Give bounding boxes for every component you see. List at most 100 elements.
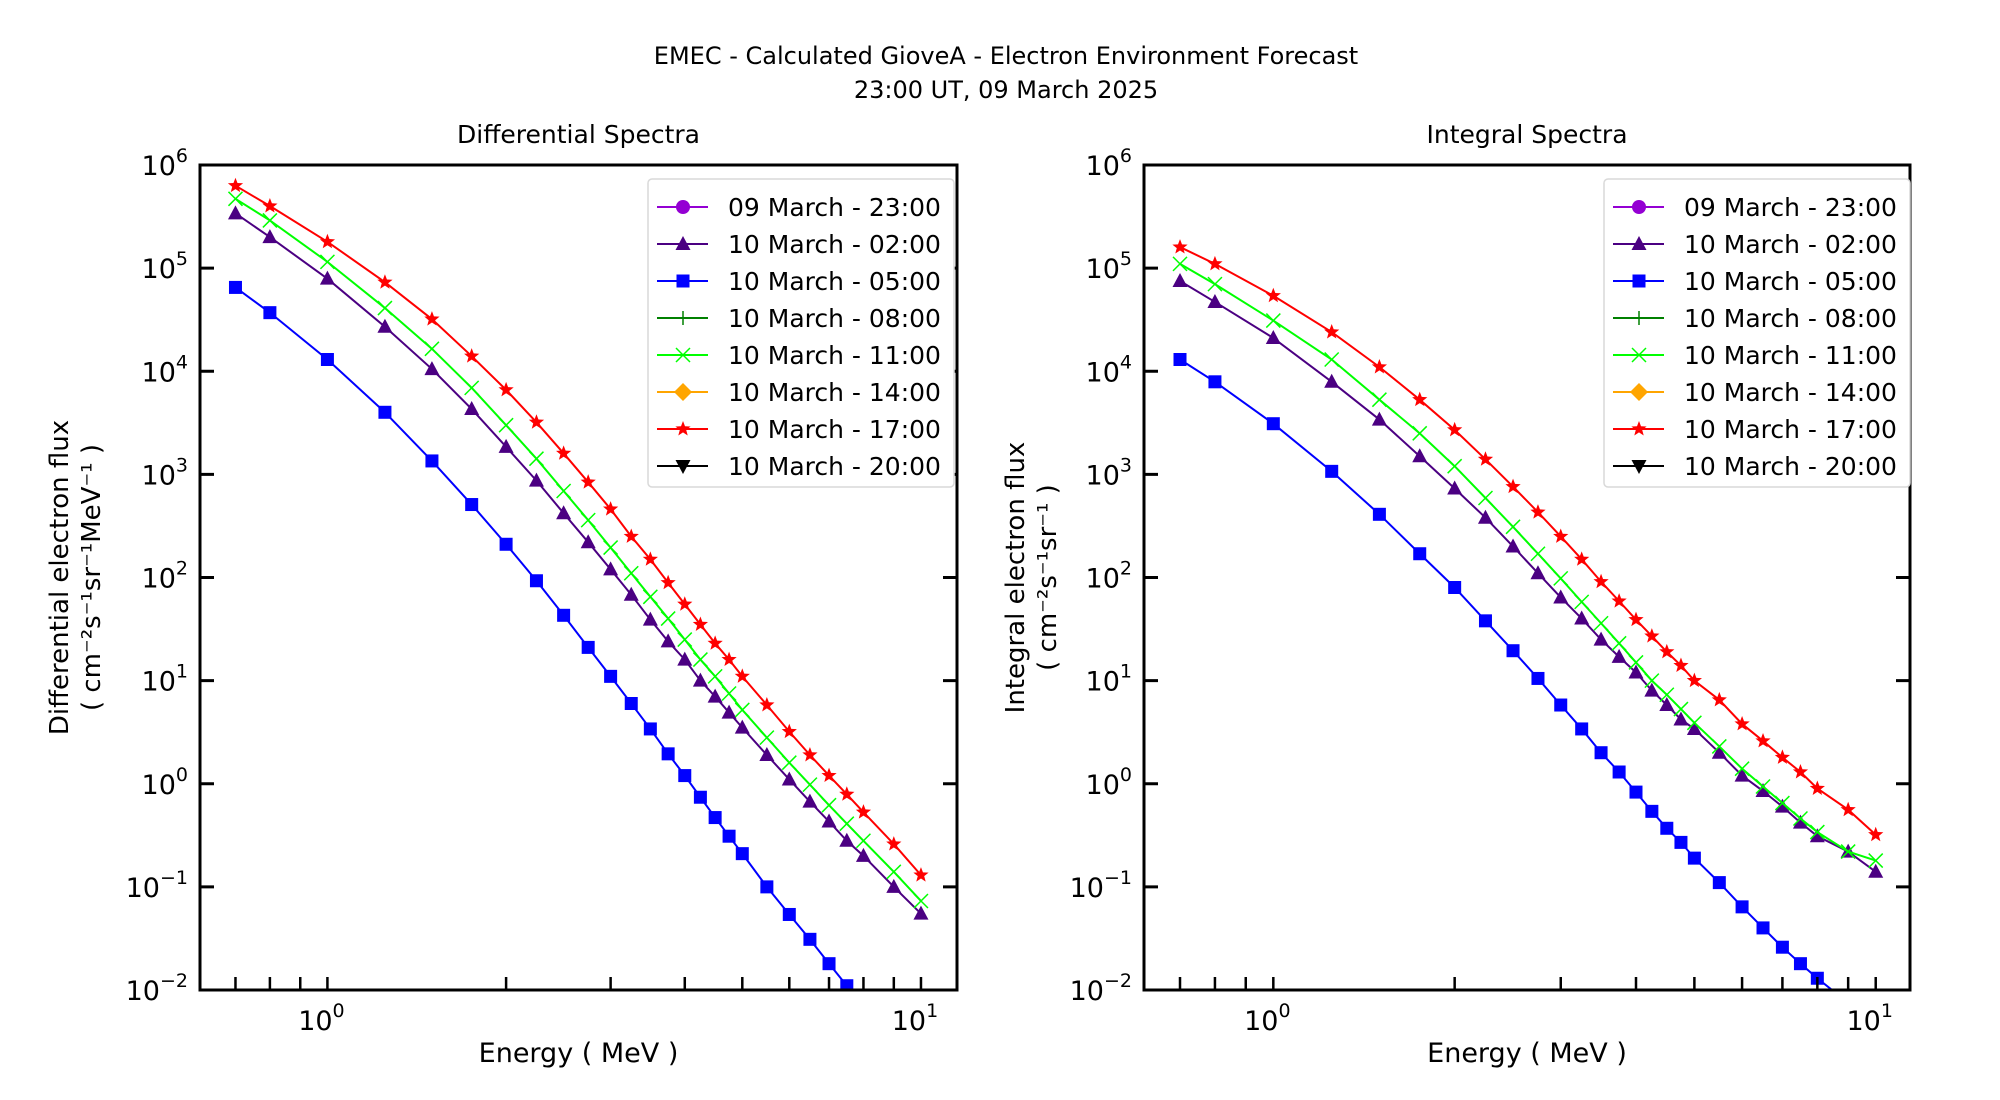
legend-label: 10 March - 11:00	[728, 341, 941, 370]
legend-item: 10 March - 14:00	[1613, 378, 1897, 407]
data-point	[1809, 780, 1825, 795]
data-point	[1809, 828, 1825, 843]
data-point	[1868, 853, 1884, 869]
data-point	[1265, 313, 1281, 329]
data-point	[604, 669, 618, 683]
data-point	[1324, 351, 1340, 368]
data-point	[528, 472, 544, 487]
data-point	[1371, 358, 1387, 374]
data-point	[734, 702, 750, 718]
data-point	[721, 651, 737, 667]
data-point	[623, 565, 639, 581]
data-point	[1208, 375, 1222, 389]
legend-item: 10 March - 11:00	[657, 341, 941, 370]
data-point	[1447, 458, 1463, 474]
data-point	[580, 512, 596, 528]
data-point	[1324, 373, 1340, 388]
data-point	[1265, 287, 1281, 303]
data-point	[759, 697, 775, 712]
y-axis-label: Integral electron flux	[1001, 442, 1031, 714]
star-marker-icon	[675, 421, 691, 436]
data-point	[1756, 921, 1770, 935]
data-point	[1574, 551, 1590, 566]
data-point	[556, 445, 572, 460]
data-point	[377, 300, 393, 316]
y-tick-label: 103	[1086, 454, 1132, 491]
legend-item: 10 March - 08:00	[657, 304, 941, 333]
data-point	[498, 438, 514, 453]
legend-item: 10 March - 17:00	[1613, 415, 1897, 444]
data-point	[1687, 851, 1701, 865]
data-point	[1840, 844, 1856, 860]
data-point	[1594, 746, 1608, 760]
y-tick-label: 100	[1086, 764, 1132, 801]
data-point	[678, 769, 692, 783]
data-point	[1447, 480, 1463, 495]
data-point	[660, 633, 676, 648]
data-point	[1574, 594, 1590, 610]
data-point	[821, 797, 837, 813]
data-point	[1413, 547, 1427, 561]
data-point	[840, 979, 854, 990]
data-point	[1593, 631, 1609, 646]
data-point	[1412, 448, 1428, 463]
data-point	[781, 723, 797, 739]
y-tick-label: 10−1	[126, 867, 188, 904]
data-point	[839, 832, 855, 847]
x-tick-label: 100	[1244, 1000, 1290, 1037]
legend-label: 10 March - 17:00	[728, 415, 941, 444]
data-point	[886, 864, 902, 880]
data-point	[499, 537, 513, 551]
data-point	[721, 704, 737, 719]
data-point	[1574, 610, 1590, 625]
data-point	[228, 280, 242, 294]
data-point	[1712, 876, 1726, 890]
data-point	[464, 401, 480, 416]
data-point	[1840, 801, 1856, 817]
diamond-marker-icon	[674, 383, 692, 401]
legend-label: 10 March - 14:00	[728, 378, 941, 407]
data-point	[821, 813, 837, 828]
data-point	[262, 212, 278, 228]
data-point	[1593, 615, 1609, 631]
data-point	[1593, 573, 1609, 589]
legend-label: 10 March - 11:00	[1684, 341, 1897, 370]
square-marker-icon	[1632, 274, 1646, 288]
data-point	[377, 274, 393, 289]
data-point	[735, 847, 749, 861]
y-tick-label: 101	[142, 661, 188, 698]
circle-marker-icon	[676, 200, 690, 214]
legend-item: 10 March - 17:00	[657, 415, 941, 444]
data-point	[498, 381, 514, 397]
data-point	[1673, 701, 1689, 717]
figure-title: EMEC - Calculated GioveA - Electron Envi…	[653, 42, 1359, 70]
data-point	[708, 811, 722, 825]
data-point	[642, 551, 658, 566]
data-point	[781, 771, 797, 786]
data-point	[1628, 664, 1644, 679]
data-point	[623, 586, 639, 601]
data-point	[1774, 795, 1790, 811]
data-point	[855, 847, 871, 862]
data-point	[821, 767, 837, 783]
data-point	[1775, 940, 1789, 954]
panel-title: Differential Spectra	[457, 120, 700, 149]
y-tick-label: 104	[1086, 351, 1132, 388]
data-point	[1530, 504, 1546, 519]
data-point	[424, 311, 440, 326]
data-point	[1686, 720, 1702, 735]
y-tick-label: 105	[1086, 248, 1132, 285]
data-point	[1711, 738, 1727, 754]
data-point	[642, 589, 658, 605]
data-point	[425, 454, 439, 468]
data-point	[227, 191, 244, 207]
data-point	[913, 905, 929, 920]
data-point	[624, 697, 638, 711]
data-point	[1628, 654, 1644, 670]
square-marker-icon	[676, 274, 690, 288]
data-point	[1478, 614, 1492, 628]
y-tick-label: 102	[1086, 558, 1132, 595]
data-point	[855, 804, 872, 819]
data-point	[1659, 643, 1675, 659]
